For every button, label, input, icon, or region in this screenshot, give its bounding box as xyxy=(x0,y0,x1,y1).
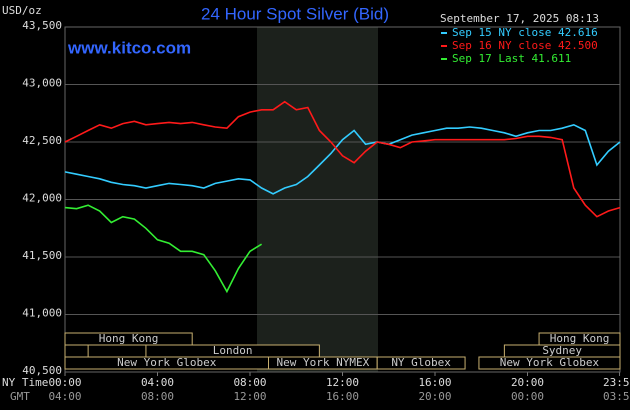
gmt-tick-label: 08:00 xyxy=(141,390,174,403)
legend-box xyxy=(438,14,628,70)
y-tick-label: 43,500 xyxy=(22,19,62,32)
x-tick-label: 12:00 xyxy=(326,376,359,389)
y-tick-label: 40,500 xyxy=(22,364,62,377)
session-label: New York Globex xyxy=(500,356,600,369)
x-tick-label: 00:00 xyxy=(48,376,81,389)
session-label: New York NYMEX xyxy=(276,356,369,369)
gmt-tick-label: 00:00 xyxy=(511,390,544,403)
unit-label: USD/oz xyxy=(2,4,42,17)
x-tick-label: 23:59 xyxy=(603,376,630,389)
legend-label: Sep 15 NY close 42.616 xyxy=(452,26,598,39)
x-axis-label: GMT xyxy=(10,390,30,403)
legend-label: Sep 17 Last 41.611 xyxy=(452,52,571,65)
plot-border xyxy=(64,26,621,373)
session-label: NY Globex xyxy=(391,356,451,369)
watermark: www.kitco.com xyxy=(67,38,191,57)
y-tick-label: 43,000 xyxy=(22,77,62,90)
session-bar xyxy=(538,332,621,346)
y-tick-label: 41,000 xyxy=(22,307,62,320)
x-tick-label: 16:00 xyxy=(418,376,451,389)
session-label: London xyxy=(213,344,253,357)
session-bar xyxy=(64,332,193,346)
legend-title: September 17, 2025 08:13 xyxy=(440,12,599,25)
series-line xyxy=(64,204,263,294)
x-tick-label: 04:00 xyxy=(141,376,174,389)
gmt-tick-label: 03:59 xyxy=(603,390,630,403)
series-line xyxy=(64,100,621,218)
session-label: Sydney xyxy=(542,344,582,357)
session-bar xyxy=(64,344,89,358)
x-tick-label: 08:00 xyxy=(233,376,266,389)
legend-label: Sep 16 NY close 42.500 xyxy=(452,39,598,52)
y-tick-label: 42,000 xyxy=(22,192,62,205)
x-axis-label: NY Time xyxy=(2,376,48,389)
session-label: New York Globex xyxy=(117,356,217,369)
chart-title: 24 Hour Spot Silver (Bid) xyxy=(201,4,389,23)
series-line xyxy=(64,123,621,195)
gmt-tick-label: 04:00 xyxy=(48,390,81,403)
gmt-tick-label: 20:00 xyxy=(418,390,451,403)
session-bar xyxy=(376,356,466,370)
gmt-tick-label: 16:00 xyxy=(326,390,359,403)
y-tick-label: 42,500 xyxy=(22,134,62,147)
session-label: Hong Kong xyxy=(550,332,610,345)
x-tick-label: 20:00 xyxy=(511,376,544,389)
gmt-tick-label: 12:00 xyxy=(233,390,266,403)
session-label: Hong Kong xyxy=(99,332,159,345)
y-tick-label: 41,500 xyxy=(22,249,62,262)
